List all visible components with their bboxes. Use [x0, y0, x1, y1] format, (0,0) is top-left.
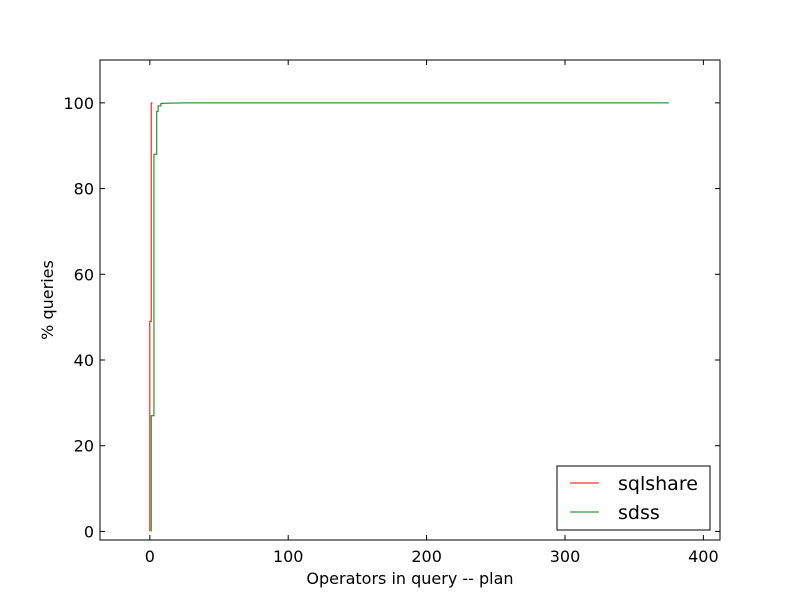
- y-tick-label: 100: [63, 94, 94, 113]
- y-tick-label: 40: [74, 351, 94, 370]
- x-tick-label: 200: [411, 547, 442, 566]
- series-line-sqlshare: [149, 102, 153, 532]
- axis-ticks: 0 100 200 300 400 0 20 40 60 80 100: [63, 60, 720, 566]
- legend-label-sdss: sdss: [618, 502, 660, 524]
- x-tick-label: 400: [688, 547, 719, 566]
- series-line-sdss: [150, 102, 669, 532]
- legend-label-sqlshare: sqlshare: [618, 473, 698, 495]
- plot-frame: [99, 59, 721, 541]
- y-tick-label: 20: [74, 437, 94, 456]
- x-axis-title: Operators in query -- plan: [306, 569, 513, 588]
- y-tick-label: 80: [74, 180, 94, 199]
- x-tick-label: 300: [550, 547, 581, 566]
- y-axis-title: % queries: [38, 260, 57, 340]
- x-tick-label: 0: [145, 547, 155, 566]
- y-tick-label: 60: [74, 265, 94, 284]
- legend: sqlshare sdss: [556, 465, 711, 531]
- legend-box: [556, 465, 711, 531]
- x-tick-label: 100: [273, 547, 304, 566]
- y-tick-label: 0: [84, 522, 94, 541]
